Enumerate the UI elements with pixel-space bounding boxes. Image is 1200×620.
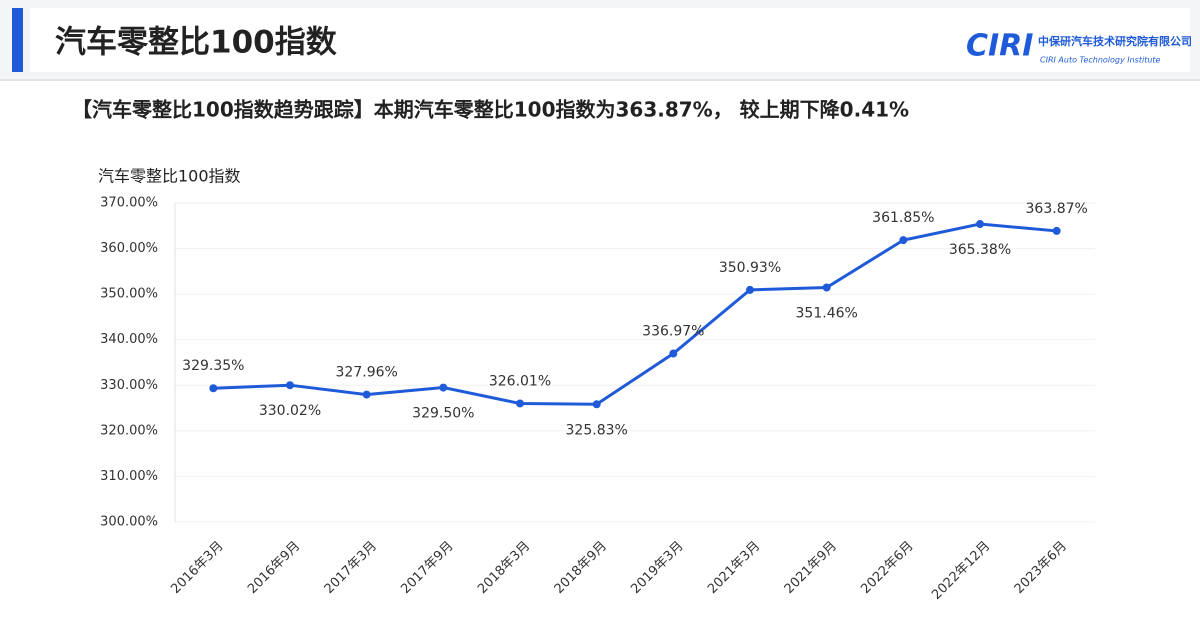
data-label: 363.87% xyxy=(1026,201,1088,217)
data-label: 351.46% xyxy=(796,305,858,321)
y-tick-label: 340.00% xyxy=(100,332,158,347)
y-tick-label: 330.00% xyxy=(100,378,158,393)
data-point xyxy=(822,283,831,292)
data-point xyxy=(1052,226,1061,235)
data-point xyxy=(669,349,678,358)
data-label: 361.85% xyxy=(872,210,934,226)
data-point xyxy=(592,400,601,409)
data-label: 329.50% xyxy=(412,406,474,422)
org-name-en: CIRI Auto Technology Institute xyxy=(1040,56,1161,65)
data-label: 326.01% xyxy=(489,373,551,389)
logo: CIRI xyxy=(966,29,1033,64)
data-label: 329.35% xyxy=(182,358,244,374)
y-axis-title: 汽车零整比100指数 xyxy=(98,167,241,186)
data-label: 330.02% xyxy=(259,403,321,419)
data-point xyxy=(976,220,984,229)
data-line xyxy=(213,222,1057,406)
org-name: 中保研汽车技术研究院有限公司 xyxy=(1038,34,1192,48)
header-panel xyxy=(30,8,1190,72)
data-point xyxy=(209,384,218,393)
y-tick-label: 360.00% xyxy=(100,241,158,256)
data-label: 365.38% xyxy=(949,242,1011,258)
data-point xyxy=(439,383,448,392)
data-label: 325.83% xyxy=(566,422,628,438)
y-tick-label: 300.00% xyxy=(100,515,158,530)
data-point xyxy=(362,390,371,399)
data-point xyxy=(286,381,294,390)
y-tick-label: 370.00% xyxy=(100,196,158,211)
page-title: 汽车零整比100指数 xyxy=(55,25,337,61)
y-tick-label: 320.00% xyxy=(100,423,158,438)
header-accent xyxy=(12,8,23,72)
data-label: 327.96% xyxy=(336,365,398,381)
chart-title: 【汽车零整比100指数趋势跟踪】本期汽车零整比100指数为363.87%， 较上… xyxy=(72,98,909,122)
data-point xyxy=(746,285,754,294)
y-tick-label: 350.00% xyxy=(100,287,158,302)
data-point xyxy=(516,399,524,408)
data-point xyxy=(899,236,908,245)
data-label: 336.97% xyxy=(642,324,704,340)
y-tick-label: 310.00% xyxy=(100,469,158,484)
data-label: 350.93% xyxy=(719,260,781,276)
